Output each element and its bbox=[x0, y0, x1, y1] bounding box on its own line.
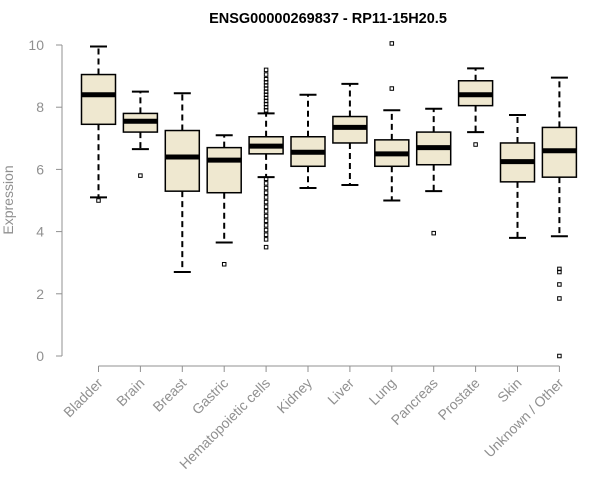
box-group bbox=[374, 41, 410, 202]
outlier-point bbox=[263, 108, 269, 113]
box-iqr bbox=[164, 129, 201, 192]
y-tick-label: 10 bbox=[28, 37, 44, 53]
chart-title: ENSG00000269837 - RP11-15H20.5 bbox=[209, 11, 447, 27]
x-tick-label: Bladder bbox=[60, 375, 106, 421]
outlier-point bbox=[263, 204, 269, 209]
box-group bbox=[541, 76, 578, 359]
box-group bbox=[164, 92, 201, 274]
x-tick-label: Skin bbox=[494, 375, 525, 406]
outlier-point bbox=[263, 209, 269, 214]
x-tick-label: Prostate bbox=[435, 375, 483, 423]
x-tick-label: Brain bbox=[113, 375, 147, 409]
box-group bbox=[499, 113, 536, 239]
box-group bbox=[415, 107, 452, 236]
outlier-point bbox=[389, 41, 395, 46]
box-group bbox=[206, 134, 242, 267]
x-tick-label: Breast bbox=[149, 375, 189, 415]
outlier-point bbox=[263, 232, 269, 237]
outlier-point bbox=[557, 353, 562, 359]
y-axis: 0 2 4 6 8 10 bbox=[28, 37, 63, 364]
outlier-point bbox=[96, 198, 101, 203]
outlier-point bbox=[263, 181, 269, 186]
box-group bbox=[332, 82, 368, 186]
outlier-point bbox=[557, 296, 562, 301]
outlier-point bbox=[557, 269, 562, 275]
box-group bbox=[122, 90, 159, 178]
outlier-point bbox=[263, 227, 269, 233]
y-axis-label: Expression bbox=[0, 165, 16, 234]
outlier-point bbox=[263, 72, 269, 77]
box-group bbox=[290, 93, 326, 190]
y-tick-label: 4 bbox=[36, 224, 44, 240]
x-tick-label: Lung bbox=[366, 375, 399, 408]
outlier-point bbox=[263, 67, 269, 73]
box-iqr bbox=[80, 73, 117, 126]
outlier-point bbox=[473, 142, 478, 147]
x-tick-label: Pancreas bbox=[388, 375, 441, 428]
y-tick-label: 0 bbox=[36, 348, 44, 364]
outlier-point bbox=[263, 195, 269, 200]
outlier-point bbox=[263, 176, 269, 181]
x-tick-label: Kidney bbox=[274, 375, 316, 417]
y-tick-label: 8 bbox=[36, 99, 44, 115]
outlier-point bbox=[263, 185, 269, 191]
outlier-point bbox=[263, 199, 269, 205]
outlier-point bbox=[431, 230, 436, 236]
y-tick-label: 2 bbox=[36, 286, 44, 302]
outlier-point bbox=[221, 262, 227, 267]
outlier-point bbox=[263, 244, 269, 250]
outlier-point bbox=[557, 282, 562, 287]
outlier-point bbox=[138, 173, 143, 178]
outlier-point bbox=[263, 190, 269, 195]
plot-area bbox=[80, 41, 578, 359]
y-tick-label: 6 bbox=[36, 161, 44, 177]
outlier-point bbox=[263, 237, 269, 242]
x-tick-label: Liver bbox=[324, 375, 357, 408]
box-iqr bbox=[206, 146, 242, 194]
outlier-point bbox=[263, 213, 269, 219]
outlier-point bbox=[389, 86, 395, 91]
box-group bbox=[457, 67, 494, 147]
outlier-point bbox=[263, 223, 269, 228]
outlier-point bbox=[263, 218, 269, 223]
box-group bbox=[80, 45, 117, 203]
x-tick-label: Unknown / Other bbox=[481, 375, 567, 461]
box-group bbox=[248, 67, 284, 250]
